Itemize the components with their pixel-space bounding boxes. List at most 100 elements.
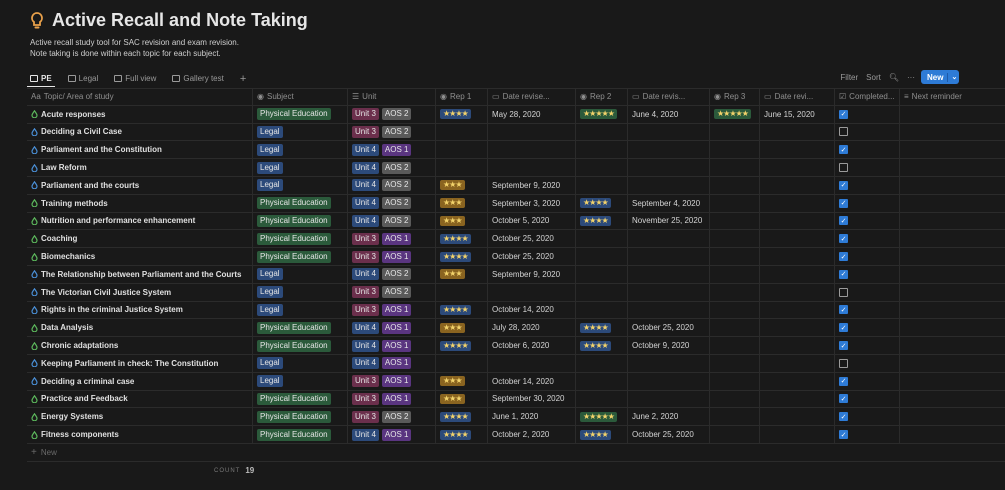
next-reminder-cell[interactable] (900, 106, 1005, 123)
rep2-cell[interactable]: ★★★★★ (576, 408, 628, 426)
completed-checkbox[interactable]: ✓ (839, 198, 848, 208)
rep2-cell[interactable]: ★★★★ (576, 212, 628, 230)
date2-cell[interactable] (628, 354, 710, 372)
next-reminder-cell[interactable] (900, 230, 1005, 247)
completed-checkbox[interactable]: ✓ (839, 394, 848, 404)
subject-cell[interactable]: Legal (253, 159, 348, 176)
topic-cell[interactable]: Energy Systems (27, 408, 253, 426)
next-reminder-cell[interactable] (900, 408, 1005, 425)
rep2-cell[interactable] (576, 248, 628, 265)
next-reminder-cell[interactable] (900, 195, 1005, 212)
completed-checkbox[interactable]: ✓ (839, 234, 848, 244)
subject-cell[interactable]: Physical Education (253, 390, 348, 408)
completed-checkbox[interactable]: ✓ (839, 216, 848, 226)
rep3-cell[interactable] (710, 390, 760, 408)
table-row[interactable]: Deciding a Civil Case Legal Unit 3 AOS 2 (27, 123, 1005, 142)
more-options-button[interactable]: ··· (907, 72, 915, 82)
subject-cell[interactable]: Legal (253, 301, 348, 319)
date1-cell[interactable]: October 5, 2020 (488, 212, 576, 230)
date1-cell[interactable]: June 1, 2020 (488, 408, 576, 426)
filter-button[interactable]: Filter (840, 72, 859, 82)
subject-cell[interactable]: Physical Education (253, 337, 348, 354)
rep3-cell[interactable] (710, 283, 760, 301)
rep2-cell[interactable]: ★★★★ (576, 319, 628, 337)
rep3-cell[interactable] (710, 372, 760, 390)
rep1-cell[interactable] (436, 141, 488, 159)
new-button[interactable]: New ⌄ (921, 70, 959, 84)
rep2-cell[interactable] (576, 176, 628, 194)
column-header[interactable]: ◉ Rep 1 (436, 89, 488, 105)
next-reminder-cell[interactable] (900, 266, 1005, 283)
subject-cell[interactable]: Legal (253, 354, 348, 372)
date1-cell[interactable] (488, 159, 576, 176)
rep1-cell[interactable]: ★★★ (436, 372, 488, 390)
date2-cell[interactable] (628, 301, 710, 319)
unit-cell[interactable]: Unit 3 AOS 1 (348, 248, 436, 265)
unit-cell[interactable]: Unit 3 AOS 2 (348, 283, 436, 301)
table-row[interactable]: Fitness components Physical Education Un… (27, 426, 1005, 444)
unit-cell[interactable]: Unit 4 AOS 2 (348, 212, 436, 230)
topic-cell[interactable]: Biomechanics (27, 248, 253, 265)
unit-cell[interactable]: Unit 3 AOS 2 (348, 408, 436, 426)
date2-cell[interactable] (628, 141, 710, 159)
date1-cell[interactable]: July 28, 2020 (488, 319, 576, 337)
date1-cell[interactable]: October 6, 2020 (488, 337, 576, 354)
rep1-cell[interactable]: ★★★ (436, 212, 488, 230)
rep2-cell[interactable]: ★★★★★ (576, 105, 628, 123)
table-row[interactable]: Keeping Parliament in check: The Constit… (27, 354, 1005, 373)
date2-cell[interactable] (628, 372, 710, 390)
topic-cell[interactable]: Training methods (27, 194, 253, 212)
unit-cell[interactable]: Unit 4 AOS 1 (348, 354, 436, 372)
next-reminder-cell[interactable] (900, 373, 1005, 390)
date2-cell[interactable]: June 2, 2020 (628, 408, 710, 426)
date3-cell[interactable] (760, 176, 835, 194)
completed-checkbox[interactable]: ✓ (839, 412, 848, 422)
rep1-cell[interactable]: ★★★ (436, 194, 488, 212)
completed-checkbox[interactable] (839, 358, 848, 368)
date3-cell[interactable] (760, 408, 835, 426)
date3-cell[interactable] (760, 248, 835, 265)
rep3-cell[interactable] (710, 248, 760, 265)
date2-cell[interactable] (628, 390, 710, 408)
column-header[interactable]: ◉ Rep 2 (576, 89, 628, 105)
date3-cell[interactable] (760, 265, 835, 283)
date3-cell[interactable] (760, 123, 835, 141)
date2-cell[interactable] (628, 230, 710, 248)
column-header[interactable]: ▭ Date revi... (760, 89, 835, 105)
next-reminder-cell[interactable] (900, 391, 1005, 408)
date2-cell[interactable] (628, 159, 710, 176)
rep3-cell[interactable] (710, 265, 760, 283)
next-reminder-cell[interactable] (900, 248, 1005, 265)
topic-cell[interactable]: Deciding a Civil Case (27, 123, 253, 141)
topic-cell[interactable]: Chronic adaptations (27, 337, 253, 354)
date3-cell[interactable] (760, 390, 835, 408)
date1-cell[interactable] (488, 141, 576, 159)
date3-cell[interactable] (760, 212, 835, 230)
subject-cell[interactable]: Physical Education (253, 230, 348, 248)
date2-cell[interactable]: October 9, 2020 (628, 337, 710, 354)
table-row[interactable]: Training methods Physical Education Unit… (27, 194, 1005, 213)
rep1-cell[interactable]: ★★★ (436, 319, 488, 337)
rep1-cell[interactable]: ★★★★ (436, 248, 488, 265)
table-row[interactable]: Coaching Physical Education Unit 3 AOS 1 … (27, 230, 1005, 249)
subject-cell[interactable]: Physical Education (253, 194, 348, 212)
next-reminder-cell[interactable] (900, 159, 1005, 176)
topic-cell[interactable]: Acute responses (27, 105, 253, 123)
rep1-cell[interactable] (436, 123, 488, 141)
topic-cell[interactable]: The Victorian Civil Justice System (27, 283, 253, 301)
completed-checkbox[interactable]: ✓ (839, 269, 848, 279)
rep3-cell[interactable] (710, 212, 760, 230)
unit-cell[interactable]: Unit 4 AOS 1 (348, 426, 436, 443)
completed-checkbox[interactable]: ✓ (839, 145, 848, 155)
column-header[interactable]: Aa Topic/ Area of study (27, 89, 253, 105)
date1-cell[interactable]: October 2, 2020 (488, 426, 576, 443)
column-header[interactable]: ≡ Next reminder (900, 89, 1005, 105)
completed-checkbox[interactable]: ✓ (839, 305, 848, 315)
topic-cell[interactable]: The Relationship between Parliament and … (27, 265, 253, 283)
rep1-cell[interactable] (436, 159, 488, 176)
topic-cell[interactable]: Data Analysis (27, 319, 253, 337)
unit-cell[interactable]: Unit 3 AOS 1 (348, 301, 436, 319)
rep3-cell[interactable] (710, 230, 760, 248)
date1-cell[interactable]: September 3, 2020 (488, 194, 576, 212)
unit-cell[interactable]: Unit 3 AOS 1 (348, 230, 436, 248)
